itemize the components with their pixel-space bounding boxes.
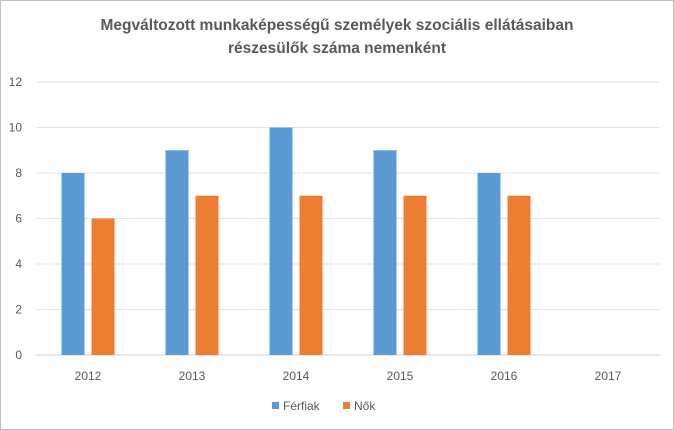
x-tick-label: 2017 [595, 369, 622, 383]
bar-nok-2012 [91, 218, 115, 355]
bar-ferfiak-2016 [477, 173, 501, 355]
bar-nok-2013 [195, 195, 219, 355]
legend: Férfiak Nők [272, 399, 376, 413]
y-tick-label: 0 [15, 348, 22, 362]
bars [61, 127, 531, 355]
bar-ferfiak-2015 [373, 150, 397, 355]
y-tick-label: 12 [9, 75, 23, 89]
gridlines [36, 81, 660, 356]
y-axis-ticks: 0 2 4 6 8 10 12 [9, 75, 23, 362]
y-tick-label: 2 [15, 303, 22, 317]
x-tick-label: 2012 [75, 369, 102, 383]
legend-label-nok: Nők [354, 399, 376, 413]
y-tick-label: 4 [15, 257, 22, 271]
x-tick-label: 2013 [179, 369, 206, 383]
legend-swatch-nok [343, 402, 350, 409]
chart-title-line-2: részesülők száma nemenként [228, 40, 446, 57]
chart-title-line-1: Megváltozott munkaképességű személyek sz… [100, 17, 574, 34]
y-tick-label: 10 [9, 121, 23, 135]
x-axis-ticks: 2012 2013 2014 2015 2016 2017 [75, 369, 622, 383]
bar-ferfiak-2014 [269, 127, 293, 355]
bar-nok-2015 [403, 195, 427, 355]
chart-title: Megváltozott munkaképességű személyek sz… [0, 14, 674, 60]
x-tick-label: 2016 [491, 369, 518, 383]
legend-swatch-ferfiak [272, 402, 279, 409]
bar-ferfiak-2013 [165, 150, 189, 355]
bar-nok-2016 [507, 195, 531, 355]
y-tick-label: 6 [15, 212, 22, 226]
bar-nok-2014 [299, 195, 323, 355]
x-tick-label: 2014 [283, 369, 310, 383]
bar-ferfiak-2012 [61, 173, 85, 355]
x-tick-label: 2015 [387, 369, 414, 383]
y-tick-label: 8 [15, 166, 22, 180]
legend-label-ferfiak: Férfiak [283, 399, 321, 413]
